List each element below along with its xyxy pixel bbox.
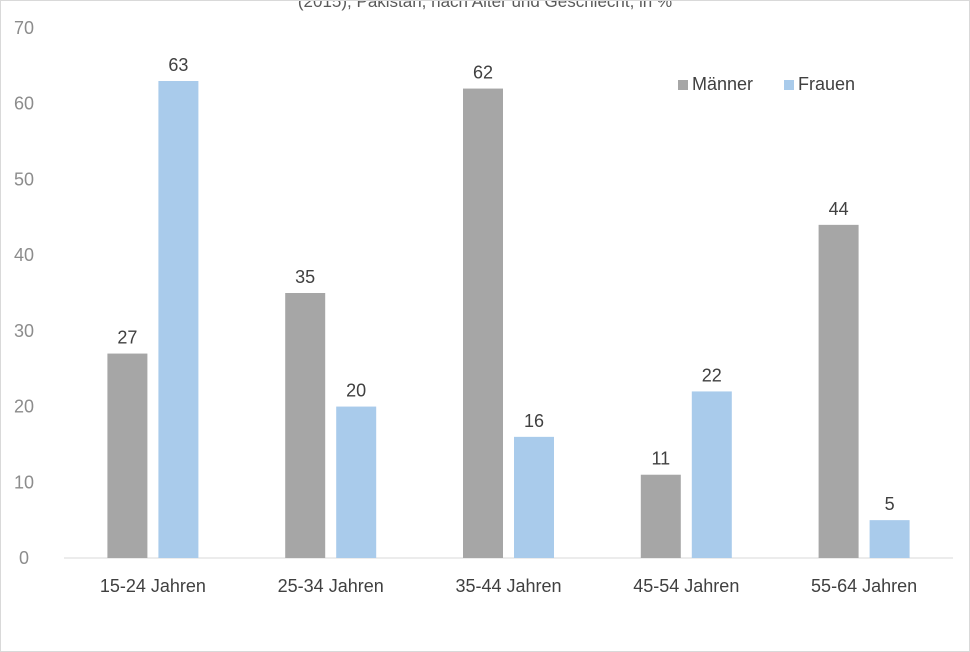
x-tick-label: 25-34 Jahren (278, 576, 384, 596)
y-tick-label: 40 (14, 245, 34, 265)
data-label: 62 (473, 63, 493, 83)
data-label: 11 (651, 449, 670, 469)
chart-title: (2015), Pakistan, nach Alter und Geschle… (297, 0, 673, 11)
bar (691, 391, 732, 558)
data-label: 63 (168, 55, 188, 75)
y-tick-label: 20 (14, 397, 34, 417)
bar (107, 353, 148, 558)
data-label: 16 (524, 411, 544, 431)
data-label: 44 (829, 199, 849, 219)
y-tick-label: 10 (14, 472, 34, 492)
x-tick-label: 15-24 Jahren (100, 576, 206, 596)
y-tick-label: 60 (14, 94, 34, 114)
bar (285, 293, 326, 558)
bar (818, 224, 859, 558)
x-tick-label: 45-54 Jahren (633, 576, 739, 596)
data-label: 20 (346, 381, 366, 401)
y-tick-label: 30 (14, 321, 34, 341)
y-tick-label: 50 (14, 169, 34, 189)
data-label: 22 (702, 365, 722, 385)
data-label: 35 (295, 267, 315, 287)
bar (640, 474, 681, 558)
bar (158, 81, 199, 558)
bar (336, 406, 377, 558)
legend-label: Frauen (798, 74, 855, 94)
bar (514, 436, 554, 558)
legend-swatch (678, 80, 688, 90)
data-label: 5 (885, 494, 895, 514)
bar (869, 520, 910, 558)
y-tick-label: 0 (19, 548, 29, 568)
x-tick-label: 35-44 Jahren (455, 576, 561, 596)
legend-swatch (784, 80, 794, 90)
legend-label: Männer (692, 74, 753, 94)
y-tick-label: 70 (14, 18, 34, 38)
data-label: 27 (117, 328, 137, 348)
x-tick-label: 55-64 Jahren (811, 576, 917, 596)
bar (463, 88, 503, 559)
